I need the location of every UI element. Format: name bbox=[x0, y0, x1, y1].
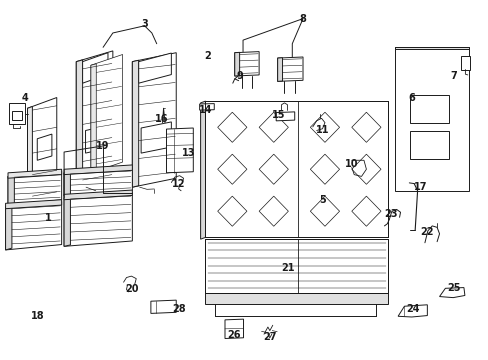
Polygon shape bbox=[277, 58, 282, 81]
Text: 19: 19 bbox=[96, 141, 110, 151]
Text: 6: 6 bbox=[407, 93, 414, 103]
Text: 17: 17 bbox=[413, 182, 427, 192]
Text: 2: 2 bbox=[204, 51, 211, 61]
Text: 24: 24 bbox=[405, 304, 419, 314]
Polygon shape bbox=[139, 53, 171, 83]
Polygon shape bbox=[310, 154, 339, 184]
Polygon shape bbox=[64, 167, 132, 196]
Polygon shape bbox=[91, 54, 122, 173]
Polygon shape bbox=[259, 112, 288, 142]
Polygon shape bbox=[276, 112, 294, 121]
Polygon shape bbox=[200, 101, 205, 239]
Text: 15: 15 bbox=[271, 111, 285, 121]
Polygon shape bbox=[439, 288, 464, 298]
Polygon shape bbox=[217, 112, 246, 142]
Text: 4: 4 bbox=[21, 93, 28, 103]
Polygon shape bbox=[199, 104, 214, 110]
Text: 13: 13 bbox=[182, 148, 195, 158]
Polygon shape bbox=[409, 131, 448, 159]
Polygon shape bbox=[27, 98, 57, 209]
Polygon shape bbox=[12, 111, 22, 120]
Polygon shape bbox=[277, 57, 303, 81]
Text: 18: 18 bbox=[30, 311, 44, 321]
Polygon shape bbox=[205, 293, 387, 304]
Polygon shape bbox=[234, 51, 259, 76]
Polygon shape bbox=[310, 196, 339, 226]
Polygon shape bbox=[151, 300, 176, 314]
Polygon shape bbox=[64, 171, 70, 196]
Text: 5: 5 bbox=[319, 195, 325, 205]
Polygon shape bbox=[259, 154, 288, 184]
Text: 7: 7 bbox=[450, 71, 457, 81]
Polygon shape bbox=[394, 47, 468, 49]
Polygon shape bbox=[259, 196, 288, 226]
Polygon shape bbox=[166, 128, 193, 173]
Text: 3: 3 bbox=[141, 19, 147, 29]
Polygon shape bbox=[5, 200, 61, 209]
Text: 26: 26 bbox=[226, 330, 240, 340]
Polygon shape bbox=[64, 165, 132, 175]
Polygon shape bbox=[351, 196, 380, 226]
Polygon shape bbox=[76, 51, 113, 187]
Text: 9: 9 bbox=[236, 71, 243, 81]
Polygon shape bbox=[27, 107, 32, 209]
Polygon shape bbox=[8, 171, 61, 205]
Polygon shape bbox=[397, 305, 427, 317]
Polygon shape bbox=[310, 112, 339, 142]
Polygon shape bbox=[82, 53, 108, 83]
Polygon shape bbox=[351, 154, 380, 184]
Polygon shape bbox=[224, 319, 243, 338]
Text: 1: 1 bbox=[45, 213, 52, 222]
Polygon shape bbox=[460, 56, 469, 69]
Text: 14: 14 bbox=[198, 105, 212, 115]
Polygon shape bbox=[5, 202, 61, 250]
Text: 22: 22 bbox=[420, 227, 433, 237]
Polygon shape bbox=[64, 190, 132, 200]
Polygon shape bbox=[394, 47, 468, 191]
Text: 23: 23 bbox=[383, 209, 397, 219]
Text: 12: 12 bbox=[172, 179, 185, 189]
Text: 8: 8 bbox=[299, 14, 306, 24]
Polygon shape bbox=[217, 154, 246, 184]
Polygon shape bbox=[9, 103, 25, 125]
Polygon shape bbox=[64, 193, 132, 246]
Polygon shape bbox=[64, 197, 70, 246]
Text: 16: 16 bbox=[155, 114, 168, 124]
Polygon shape bbox=[8, 169, 61, 178]
Polygon shape bbox=[5, 205, 12, 250]
Polygon shape bbox=[37, 134, 52, 160]
Polygon shape bbox=[351, 112, 380, 142]
Polygon shape bbox=[217, 196, 246, 226]
Polygon shape bbox=[132, 53, 176, 187]
Text: 25: 25 bbox=[447, 283, 460, 293]
Polygon shape bbox=[205, 101, 387, 237]
Text: 27: 27 bbox=[263, 332, 277, 342]
Text: 10: 10 bbox=[345, 159, 358, 169]
Text: 20: 20 bbox=[125, 284, 139, 294]
Polygon shape bbox=[409, 95, 448, 123]
Polygon shape bbox=[234, 52, 239, 76]
Polygon shape bbox=[205, 239, 387, 293]
Polygon shape bbox=[85, 126, 108, 153]
Polygon shape bbox=[132, 60, 139, 187]
Polygon shape bbox=[76, 60, 82, 187]
Polygon shape bbox=[8, 175, 14, 205]
Text: 11: 11 bbox=[315, 125, 328, 135]
Text: 21: 21 bbox=[281, 263, 295, 273]
Polygon shape bbox=[91, 64, 96, 173]
Text: 28: 28 bbox=[171, 304, 185, 314]
Polygon shape bbox=[141, 122, 171, 153]
